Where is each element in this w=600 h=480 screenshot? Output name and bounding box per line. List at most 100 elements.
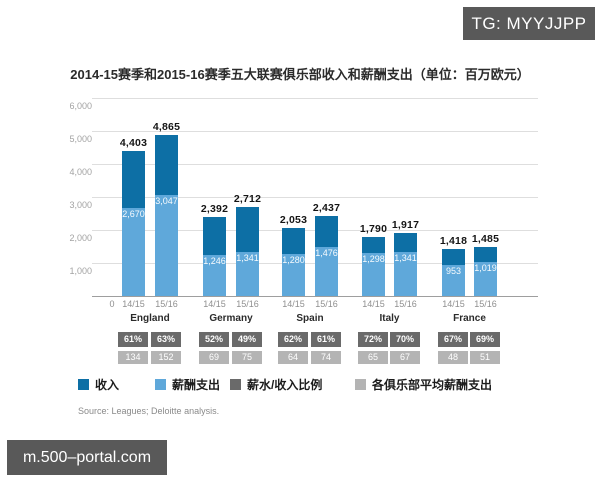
season-tick-label: 15/16: [315, 299, 338, 309]
revenue-segment: [155, 135, 178, 195]
wages-value-label: 1,341: [394, 253, 417, 263]
wages-segment: 1,341: [236, 252, 259, 296]
stacked-bar: 1,019: [474, 247, 497, 296]
stacked-bar: 1,341: [394, 233, 417, 296]
wage-revenue-ratio-badge: 67%: [438, 332, 468, 347]
legend-item-wages: 薪酬支出: [155, 377, 220, 392]
tg-watermark-badge: TG: MYYJJPP: [463, 7, 595, 40]
x-axis-line: [92, 296, 538, 297]
gridline: [92, 98, 538, 99]
wages-segment: 1,019: [474, 262, 497, 296]
wages-value-label: 1,280: [282, 255, 305, 265]
wages-segment: 1,246: [203, 255, 226, 296]
stacked-bar: 2,670: [122, 151, 145, 296]
season-tick-label: 14/15: [122, 299, 145, 309]
revenue-segment: [282, 228, 305, 254]
stacked-bar: 1,280: [282, 228, 305, 296]
wages-segment: 1,341: [394, 252, 417, 296]
legend-swatch-wage-revenue-ratio: [230, 379, 241, 390]
revenue-total-label: 1,418: [439, 235, 468, 247]
wages-value-label: 3,047: [155, 196, 178, 206]
legend-label: 收入: [95, 378, 120, 392]
revenue-segment: [362, 237, 385, 253]
season-tick-label: 14/15: [282, 299, 305, 309]
wages-value-label: 953: [445, 266, 462, 276]
stacked-bar: 1,341: [236, 207, 259, 296]
site-watermark-badge: m.500–portal.com: [7, 440, 167, 475]
season-tick-label: 14/15: [442, 299, 465, 309]
stacked-bar: 1,298: [362, 237, 385, 296]
stacked-bar: 1,476: [315, 216, 338, 296]
season-tick-label: 15/16: [394, 299, 417, 309]
avg-club-wage-badge: 74: [311, 351, 341, 364]
wage-revenue-ratio-badge: 72%: [358, 332, 388, 347]
wage-revenue-ratio-badge: 62%: [278, 332, 308, 347]
wages-segment: 1,476: [315, 247, 338, 296]
legend-swatch-avg-club-wages: [355, 379, 366, 390]
avg-club-wage-badge: 48: [438, 351, 468, 364]
season-tick-label: 15/16: [236, 299, 259, 309]
revenue-segment: [474, 247, 497, 262]
league-label: Italy: [379, 313, 400, 324]
league-label: England: [130, 313, 170, 324]
legend-swatch-revenue: [78, 379, 89, 390]
legend-item-revenue: 收入: [78, 377, 119, 392]
legend-label: 薪酬支出: [172, 378, 221, 392]
wages-value-label: 1,298: [362, 254, 385, 264]
gridline: [92, 164, 538, 165]
revenue-segment: [236, 207, 259, 252]
season-tick-label: 14/15: [362, 299, 385, 309]
wages-segment: 953: [442, 265, 465, 296]
season-tick-label: 14/15: [203, 299, 226, 309]
axis-origin-label: 0: [109, 299, 115, 309]
wages-segment: 1,298: [362, 253, 385, 296]
avg-club-wage-badge: 69: [199, 351, 229, 364]
revenue-segment: [203, 217, 226, 255]
avg-club-wage-badge: 51: [470, 351, 500, 364]
stacked-bar: 953: [442, 249, 465, 296]
avg-club-wage-badge: 64: [278, 351, 308, 364]
wage-revenue-ratio-badge: 70%: [390, 332, 420, 347]
revenue-segment: [315, 216, 338, 247]
season-tick-label: 15/16: [474, 299, 497, 309]
legend-swatch-wages: [155, 379, 166, 390]
revenue-total-label: 1,790: [359, 223, 388, 235]
season-tick-label: 15/16: [155, 299, 178, 309]
wage-revenue-ratio-badge: 49%: [232, 332, 262, 347]
gridline: [92, 197, 538, 198]
wages-value-label: 1,246: [203, 256, 226, 266]
wages-segment: 3,047: [155, 195, 178, 296]
y-axis-tick-label: 1,000: [69, 266, 92, 276]
y-axis-tick-label: 2,000: [69, 233, 92, 243]
wages-value-label: 2,670: [122, 209, 145, 219]
y-axis-tick-label: 4,000: [69, 167, 92, 177]
avg-club-wage-badge: 67: [390, 351, 420, 364]
league-label: Spain: [296, 313, 324, 324]
wages-value-label: 1,341: [236, 253, 259, 263]
gridline: [92, 131, 538, 132]
revenue-segment: [394, 233, 417, 252]
league-label: Germany: [209, 313, 253, 324]
wages-segment: 1,280: [282, 254, 305, 296]
y-axis-tick-label: 5,000: [69, 134, 92, 144]
revenue-total-label: 1,485: [471, 233, 500, 245]
stacked-bar: 1,246: [203, 217, 226, 296]
wage-revenue-ratio-badge: 61%: [118, 332, 148, 347]
legend-label: 各俱乐部平均薪酬支出: [372, 378, 493, 392]
avg-club-wage-badge: 134: [118, 351, 148, 364]
revenue-total-label: 2,053: [279, 214, 308, 226]
revenue-total-label: 1,917: [391, 219, 420, 231]
y-axis-tick-label: 6,000: [69, 101, 92, 111]
wage-revenue-ratio-badge: 52%: [199, 332, 229, 347]
stacked-bar: 3,047: [155, 135, 178, 296]
legend-item-avg-club-wages: 各俱乐部平均薪酬支出: [355, 377, 492, 392]
revenue-total-label: 4,865: [152, 121, 181, 133]
revenue-segment: [442, 249, 465, 265]
y-axis-tick-label: 3,000: [69, 200, 92, 210]
revenue-total-label: 2,712: [233, 193, 262, 205]
avg-club-wage-badge: 65: [358, 351, 388, 364]
avg-club-wage-badge: 75: [232, 351, 262, 364]
revenue-segment: [122, 151, 145, 208]
wage-revenue-ratio-badge: 63%: [151, 332, 181, 347]
